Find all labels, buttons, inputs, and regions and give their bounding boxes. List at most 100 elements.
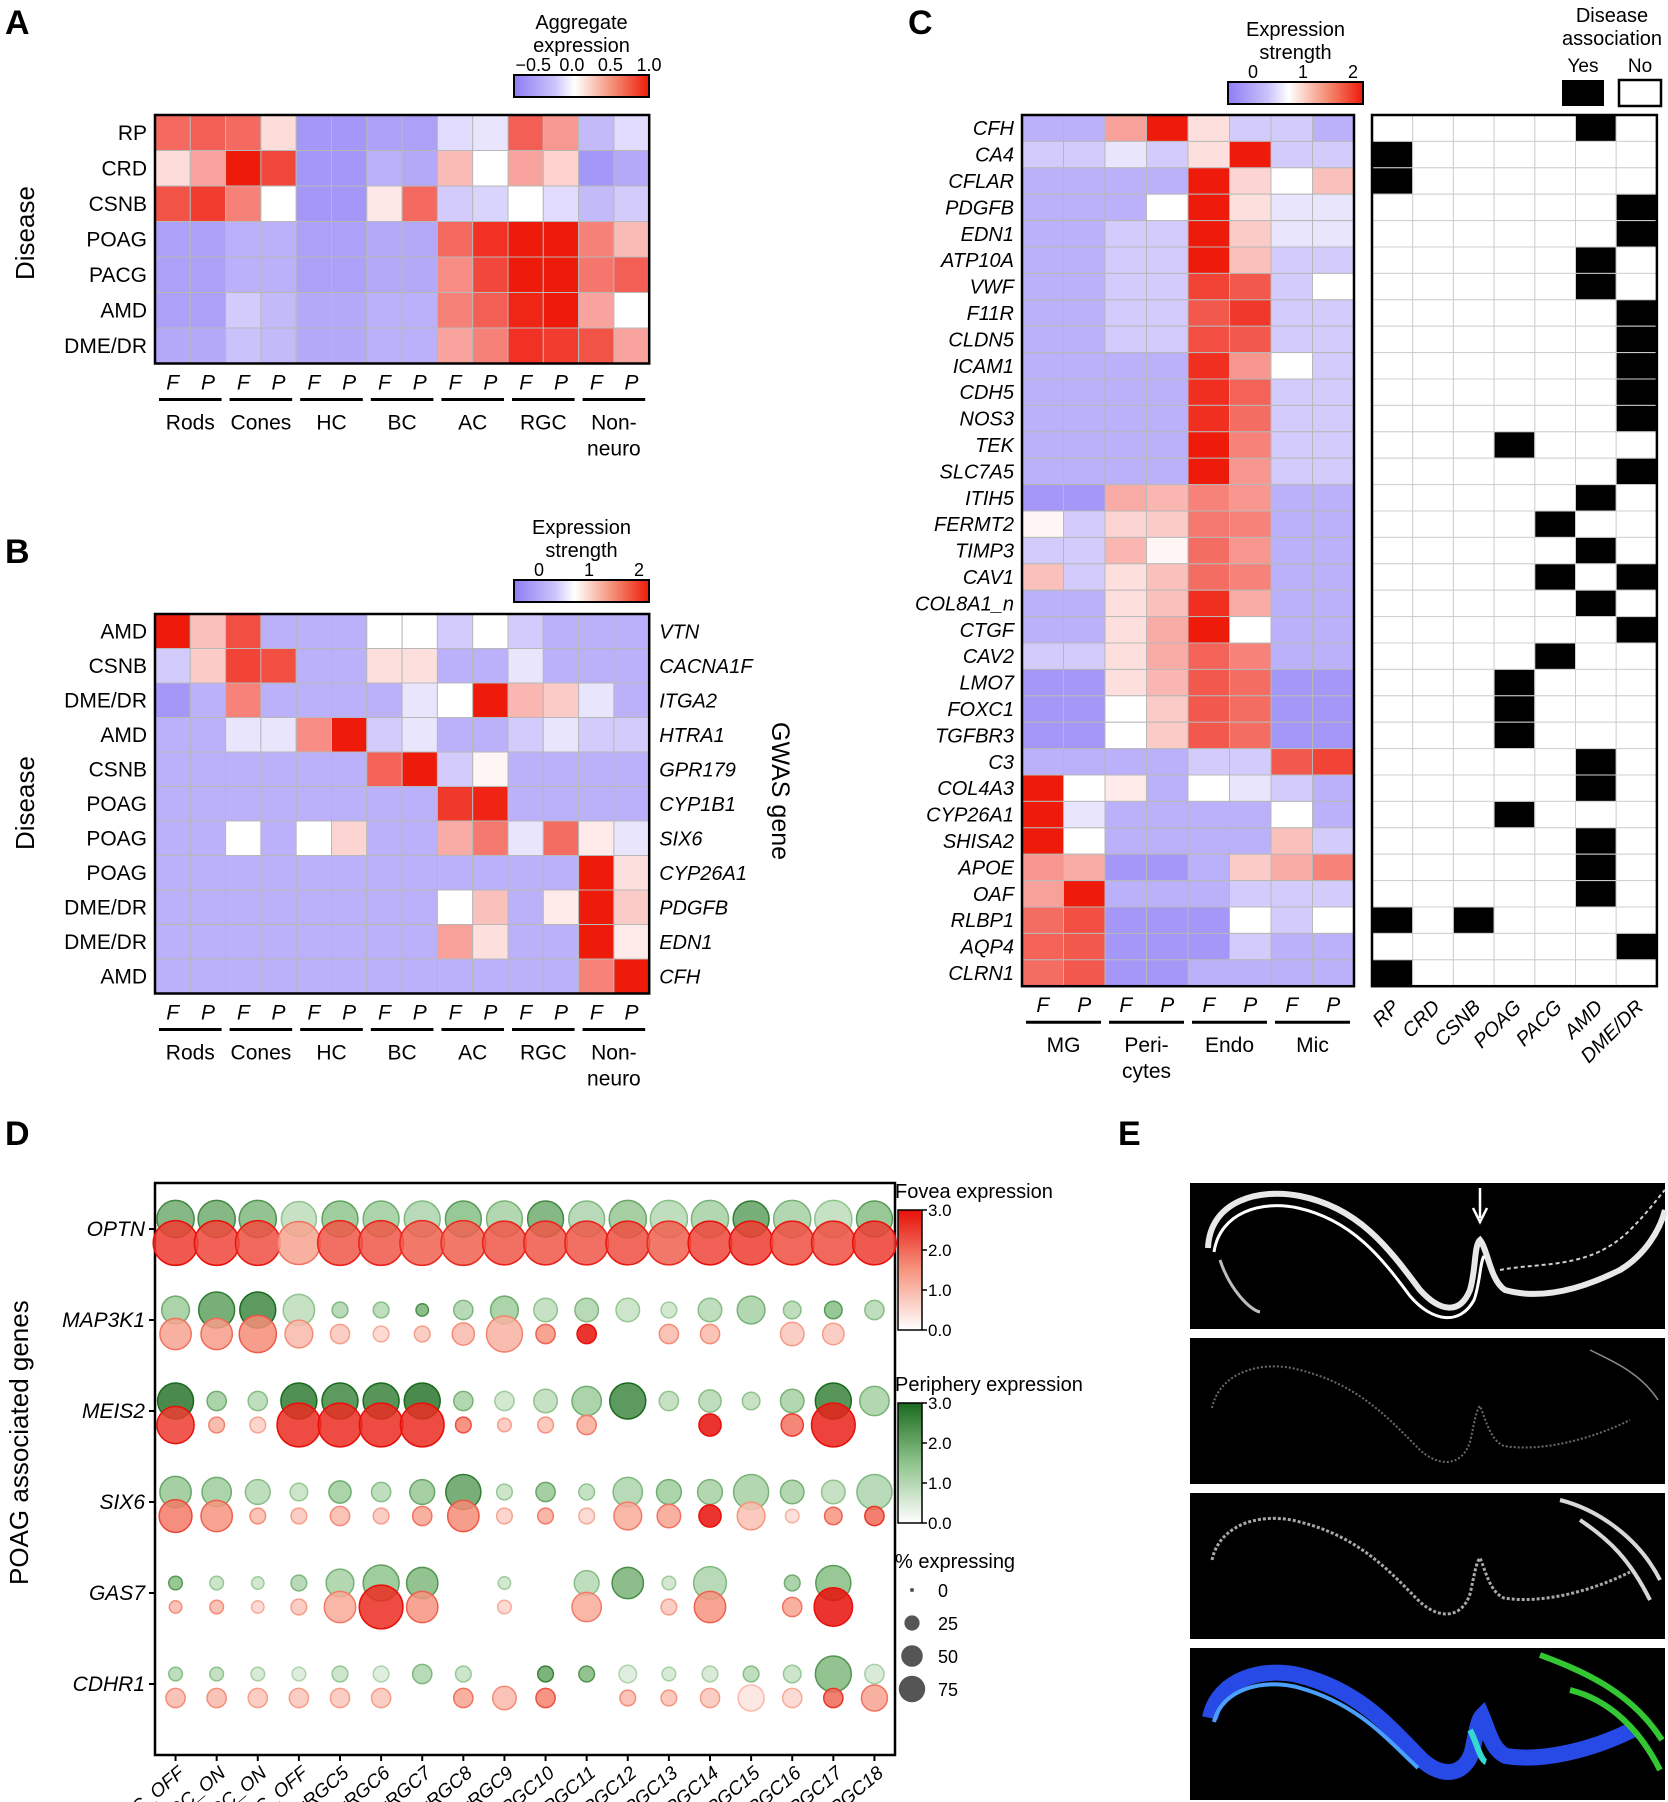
heatmap-cell bbox=[1229, 510, 1272, 538]
heatmap-cell bbox=[1270, 774, 1313, 802]
col-label: P bbox=[554, 1002, 568, 1025]
heatmap-cell bbox=[1270, 721, 1313, 750]
heatmap-cell bbox=[613, 613, 650, 649]
col-label: P bbox=[1243, 994, 1257, 1017]
heatmap-cell bbox=[189, 221, 227, 258]
association-cell bbox=[1412, 404, 1454, 433]
fovea-dot bbox=[860, 1684, 889, 1712]
association-cell bbox=[1412, 193, 1454, 222]
heatmap-cell bbox=[1187, 853, 1230, 882]
heatmap-cell bbox=[1312, 272, 1355, 301]
association-cell bbox=[1534, 642, 1577, 670]
association-cell bbox=[1615, 774, 1658, 802]
heatmap-cell bbox=[1104, 774, 1147, 802]
association-cell bbox=[1412, 457, 1454, 486]
association-cell bbox=[1412, 800, 1454, 829]
heatmap-cell bbox=[542, 185, 580, 222]
heatmap-cell bbox=[1270, 800, 1313, 829]
association-cell bbox=[1371, 272, 1414, 301]
periphery-dot bbox=[741, 1391, 761, 1411]
association-cell bbox=[1615, 352, 1658, 380]
col-label: P bbox=[342, 372, 356, 395]
col-label: F bbox=[590, 1002, 604, 1025]
association-cell bbox=[1371, 378, 1414, 406]
heatmap-cell bbox=[1270, 325, 1313, 354]
col-label: P bbox=[201, 1002, 215, 1025]
heatmap-cell bbox=[578, 855, 615, 891]
association-cell bbox=[1534, 325, 1577, 354]
heatmap-cell bbox=[331, 820, 368, 856]
heatmap-cell bbox=[1104, 114, 1147, 142]
heatmap-cell bbox=[295, 820, 333, 856]
heatmap-cell bbox=[331, 292, 368, 329]
association-cell bbox=[1534, 510, 1577, 538]
association-cell bbox=[1371, 457, 1414, 486]
association-cell bbox=[1452, 668, 1495, 697]
heatmap-cell bbox=[1146, 352, 1189, 380]
heatmap-cell bbox=[1104, 880, 1147, 908]
periphery-dot bbox=[611, 1566, 645, 1600]
panel-c-heatmap: CFH CA4 CFLAR PDGFB EDN1 ATP10A VWF F11R CLDN5 IC… bbox=[915, 19, 1364, 1083]
heatmap-cell bbox=[1270, 827, 1313, 855]
heatmap-cell bbox=[1021, 589, 1064, 618]
heatmap-cell bbox=[1146, 378, 1189, 406]
heatmap-cell bbox=[1270, 220, 1313, 248]
association-cell bbox=[1575, 114, 1617, 142]
heatmap-cell bbox=[436, 256, 474, 293]
association-cell bbox=[1615, 272, 1658, 301]
heatmap-cell bbox=[1229, 299, 1272, 327]
fovea-dot bbox=[152, 1219, 199, 1267]
heatmap-cell bbox=[154, 221, 191, 258]
heatmap-cell bbox=[1146, 642, 1189, 670]
heatmap-cell bbox=[436, 958, 474, 994]
gene-label: ITGA2 bbox=[659, 690, 717, 712]
fovea-dot bbox=[535, 1323, 556, 1345]
periphery-dot bbox=[533, 1297, 559, 1323]
heatmap-cell bbox=[1270, 114, 1313, 142]
association-cell bbox=[1371, 563, 1414, 591]
group-label: Rods bbox=[166, 1042, 215, 1065]
heatmap-cell bbox=[1229, 563, 1272, 591]
heatmap-cell bbox=[472, 958, 509, 994]
heatmap-cell bbox=[401, 855, 438, 891]
heatmap-cell bbox=[154, 150, 191, 187]
size-legend-dot bbox=[904, 1615, 920, 1631]
heatmap-cell bbox=[1270, 563, 1313, 591]
heatmap-cell bbox=[1187, 272, 1230, 301]
heatmap-cell bbox=[1187, 800, 1230, 829]
row-label: AQP4 bbox=[960, 937, 1014, 959]
heatmap-cell bbox=[1229, 774, 1272, 802]
col-label: P bbox=[342, 1002, 356, 1025]
col-label: P bbox=[1160, 994, 1174, 1017]
heatmap-cell bbox=[260, 924, 297, 960]
fovea-dot bbox=[496, 1417, 512, 1433]
association-cell bbox=[1615, 299, 1658, 327]
heatmap-cell bbox=[401, 958, 438, 994]
heatmap-cell bbox=[1270, 457, 1313, 486]
heatmap-cell bbox=[1104, 827, 1147, 855]
fovea-dot bbox=[451, 1322, 476, 1346]
periphery-dot bbox=[658, 1390, 680, 1412]
fovea-dot bbox=[656, 1503, 682, 1529]
heatmap-cell bbox=[1270, 959, 1313, 987]
association-cell bbox=[1575, 510, 1617, 538]
fovea-dot bbox=[821, 1322, 845, 1346]
heatmap-cell bbox=[1229, 695, 1272, 723]
association-cell bbox=[1615, 325, 1658, 354]
fovea-dot bbox=[329, 1323, 351, 1345]
heatmap-cell bbox=[260, 114, 297, 151]
association-cell bbox=[1452, 246, 1495, 274]
heatmap-cell bbox=[1229, 800, 1272, 829]
row-label: SHISA2 bbox=[943, 831, 1014, 853]
heatmap-cell bbox=[1146, 800, 1189, 829]
association-cell bbox=[1412, 827, 1454, 855]
periphery-dot bbox=[415, 1303, 430, 1317]
association-cell bbox=[1615, 404, 1658, 433]
heatmap-cell bbox=[1229, 352, 1272, 380]
heatmap-cell bbox=[1146, 906, 1189, 934]
heatmap-cell bbox=[331, 958, 368, 994]
heatmap-cell bbox=[1187, 536, 1230, 565]
heatmap-cell bbox=[295, 221, 333, 258]
heatmap-cell bbox=[1270, 431, 1313, 459]
periphery-dot bbox=[328, 1480, 352, 1504]
